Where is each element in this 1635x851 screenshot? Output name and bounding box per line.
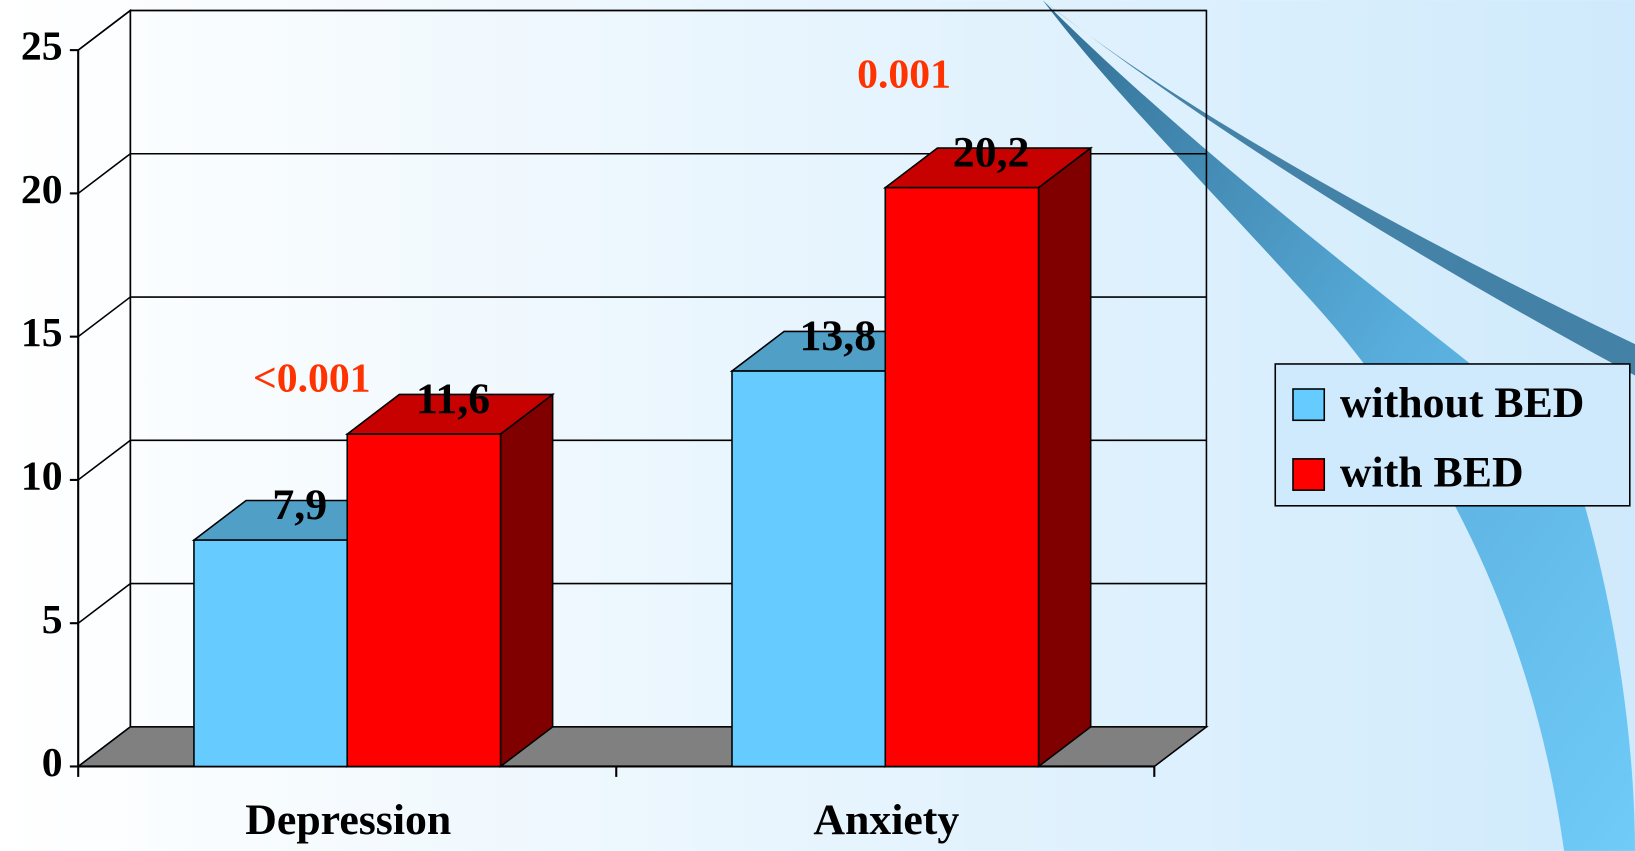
value-label: 11,6: [416, 375, 490, 423]
legend-swatch: [1292, 388, 1326, 422]
bar: [884, 186, 1040, 768]
y-tick-label: 5: [42, 597, 63, 643]
value-label: 20,2: [953, 128, 1030, 176]
grid-line: [77, 582, 131, 624]
bar-side: [1037, 146, 1092, 769]
y-tick-label: 15: [21, 310, 63, 356]
bar: [193, 539, 349, 768]
legend-box: [1274, 363, 1631, 507]
y-tick-label: 10: [21, 453, 63, 499]
annotation: 0.001: [857, 52, 951, 98]
grid-line: [77, 9, 131, 51]
value-label: 7,9: [272, 481, 327, 529]
annotation: <0.001: [253, 356, 371, 402]
x-tick-label: Depression: [245, 796, 451, 844]
bar: [731, 370, 887, 768]
grid-line: [77, 439, 131, 481]
x-tick-label: Anxiety: [813, 796, 959, 844]
decor-swoosh: [1042, 0, 1635, 376]
value-label: 13,8: [800, 312, 877, 360]
legend-swatch: [1292, 458, 1326, 491]
bar-side: [499, 392, 554, 769]
y-tick-label: 20: [21, 167, 63, 213]
bar: [346, 433, 502, 768]
y-tick-label: 0: [42, 740, 63, 786]
y-tick-label: 25: [21, 24, 63, 70]
grid-line: [77, 296, 131, 338]
legend-label: with BED: [1340, 449, 1524, 497]
grid-line: [77, 153, 131, 195]
legend-label: without BED: [1340, 379, 1585, 427]
